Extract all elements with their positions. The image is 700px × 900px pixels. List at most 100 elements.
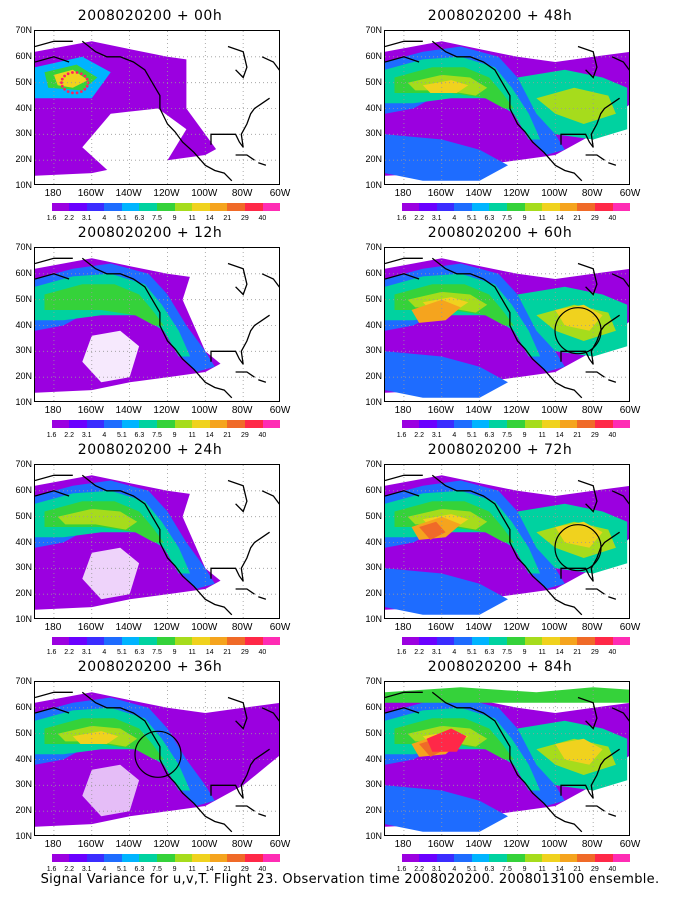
colorbar-label: 9: [172, 215, 177, 222]
longitude-label: 100W: [541, 405, 568, 416]
colorbar-label: 14: [555, 215, 564, 222]
colorbar-segment: [471, 203, 490, 211]
colorbar-segment: [174, 854, 193, 862]
variance-contour: [536, 87, 616, 124]
latitude-label: 40N: [15, 753, 32, 764]
colorbar-label: 40: [608, 215, 617, 222]
longitude-label: 140W: [115, 622, 142, 633]
colorbar-label: 21: [573, 866, 582, 873]
colorbar-label: 11: [188, 866, 196, 873]
latitude-label: 10N: [15, 614, 32, 624]
colorbar-label: 5.1: [116, 649, 127, 656]
colorbar-segment: [157, 854, 175, 862]
colorbar-segment: [454, 854, 472, 862]
colorbar-segment: [612, 637, 631, 645]
colorbar-label: 29: [590, 432, 599, 439]
longitude-label: 100W: [191, 405, 218, 416]
colorbar-segment: [121, 420, 140, 428]
variance-map: [34, 464, 280, 619]
colorbar-segment: [419, 420, 437, 428]
colorbar-label: 7.5: [502, 866, 512, 873]
variance-map: [384, 464, 630, 619]
colorbar-segment: [401, 637, 420, 645]
colorbar-labels: 1.6 2.2 3.1 4 5.1 6.3 7.5 9 11 14 21 29 40: [384, 215, 630, 225]
colorbar-label: 7.5: [152, 866, 162, 873]
colorbar-segment: [384, 854, 402, 862]
colorbar-label: 6.3: [134, 866, 145, 873]
colorbar-label: 3.1: [81, 866, 92, 873]
colorbar-segment: [174, 420, 193, 428]
longitude-label: 140W: [465, 405, 492, 416]
variance-contour: [385, 134, 508, 181]
latitude-label: 70N: [365, 459, 382, 469]
variance-contour: [555, 738, 603, 765]
colorbar-label: 1.6: [396, 866, 407, 873]
latitude-label: 20N: [365, 371, 382, 382]
colorbar-label: 6.3: [484, 215, 495, 222]
colorbar-segment: [209, 420, 228, 428]
colorbar-label: 6.3: [484, 432, 495, 439]
observation-track: [60, 71, 90, 95]
latitude-label: 70N: [365, 242, 382, 252]
latitude-label: 60N: [15, 701, 32, 712]
latitude-label: 10N: [365, 397, 382, 407]
longitude-label: 60W: [619, 405, 641, 416]
colorbar-label: 4: [452, 866, 457, 873]
longitude-label: 60W: [269, 622, 291, 633]
panel-title: 2008020200 + 00h: [77, 8, 223, 24]
colorbar-segment: [34, 637, 52, 645]
colorbar-segment: [157, 420, 175, 428]
latitude-label: 60N: [365, 267, 382, 278]
colorbar-segment: [51, 854, 70, 862]
colorbar-segment: [104, 637, 122, 645]
variance-contour: [422, 80, 469, 93]
colorbar-segment: [384, 203, 402, 211]
colorbar-label: 14: [555, 432, 564, 439]
variance-map: [384, 681, 630, 836]
colorbar-label: 9: [522, 432, 527, 439]
longitude-label: 160W: [77, 839, 104, 850]
colorbar-segment: [121, 637, 140, 645]
panel-title: 2008020200 + 60h: [427, 225, 573, 241]
colorbar-segment: [86, 854, 105, 862]
colorbar-segment: [139, 420, 158, 428]
map-panel: 2008020200 + 24h 70N 60N 50N 40N 30N 20N 10N 180…: [0, 442, 300, 656]
longitude-label: 60W: [619, 188, 641, 199]
colorbar-segment: [244, 203, 263, 211]
latitude-label: 60N: [365, 701, 382, 712]
colorbar-segment: [174, 637, 193, 645]
latitude-label: 70N: [365, 25, 382, 35]
longitude-label: 160W: [427, 405, 454, 416]
colorbar-segment: [419, 637, 437, 645]
colorbar-segment: [612, 854, 631, 862]
colorbar-segment: [139, 203, 158, 211]
colorbar-label: 9: [522, 215, 527, 222]
latitude-label: 50N: [15, 510, 32, 521]
variance-contour: [182, 470, 279, 600]
map-canvas: [385, 682, 629, 835]
panel-title: 2008020200 + 24h: [77, 442, 223, 458]
latitude-label: 60N: [15, 50, 32, 61]
coastline-overlay: [385, 40, 629, 182]
variance-contour: [82, 764, 140, 817]
colorbar-labels: 1.6 2.2 3.1 4 5.1 6.3 7.5 9 11 14 21 29 40: [34, 649, 280, 659]
colorbar-label: 11: [538, 432, 546, 439]
latitude-label: 20N: [15, 371, 32, 382]
colorbar-label: 4: [102, 215, 107, 222]
colorbar-segment: [507, 854, 525, 862]
variance-contour: [419, 521, 446, 540]
map-area: 70N 60N 50N 40N 30N 20N 10N 180 160W 140W 120W 100W…: [0, 25, 300, 199]
colorbar-labels: 1.6 2.2 3.1 4 5.1 6.3 7.5 9 11 14 21 29 40: [34, 866, 280, 876]
colorbar: [34, 854, 281, 862]
coastline-overlay: [385, 474, 629, 616]
map-area: 70N 60N 50N 40N 30N 20N 10N 180 160W 140W 120W 100W…: [350, 676, 650, 850]
colorbar-label: 7.5: [152, 649, 162, 656]
map-panel: 2008020200 + 72h 70N 60N 50N 40N 30N 20N 10N 180…: [350, 442, 650, 656]
colorbar-label: 9: [172, 432, 177, 439]
colorbar-segment: [524, 203, 543, 211]
colorbar-label: 1.6: [46, 866, 57, 873]
longitude-label: 140W: [115, 405, 142, 416]
colorbar-label: 6.3: [134, 432, 145, 439]
colorbar-segment: [174, 203, 193, 211]
colorbar-segment: [419, 854, 437, 862]
